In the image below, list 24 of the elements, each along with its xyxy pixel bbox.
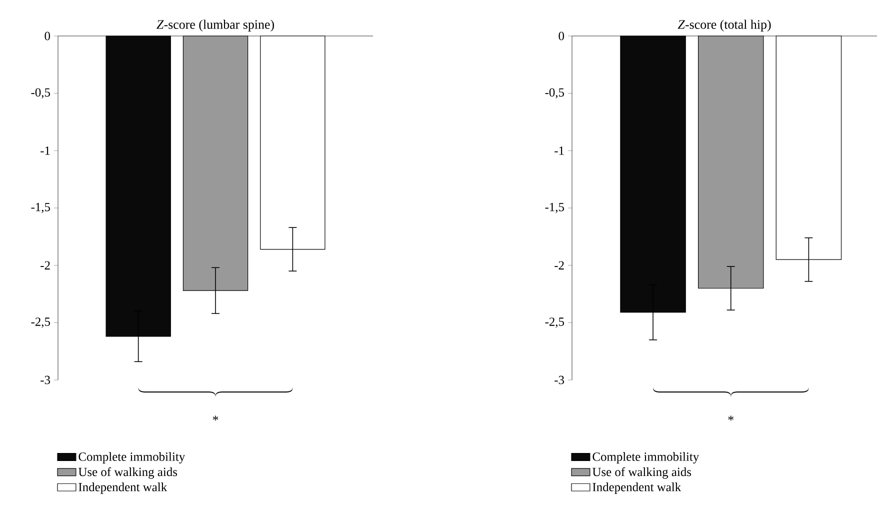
chart-title: Z-score (lumbar spine) (156, 20, 274, 32)
y-tick-label: -1 (40, 146, 50, 155)
legend-label: Independent walk (592, 482, 682, 494)
legend-label: Complete immobility (592, 452, 700, 464)
y-tick-label: -0,5 (545, 88, 564, 98)
y-tick-label: -3 (40, 376, 50, 384)
y-tick-label: -1 (554, 146, 564, 155)
legend-label: Complete immobility (78, 452, 186, 464)
chart-title: Z-score (total hip) (678, 20, 771, 32)
y-tick-label: -2,5 (31, 318, 50, 328)
legend-label: Use of walking aids (592, 467, 692, 479)
y-tick-label: -1,5 (545, 202, 564, 214)
text: * (728, 416, 734, 420)
y-tick-label: -2 (40, 261, 50, 270)
y-tick-label: 0 (558, 32, 564, 40)
y-tick-label: -3 (554, 376, 564, 384)
y-tick-label: 0 (44, 32, 50, 40)
y-tick-label: -2 (554, 261, 564, 270)
y-tick-label: -2,5 (545, 318, 564, 328)
text: * (212, 416, 218, 420)
y-tick-label: -1,5 (31, 202, 50, 214)
legend-label: Independent walk (78, 482, 168, 494)
legend-label: Use of walking aids (78, 467, 178, 479)
y-tick-label: -0,5 (31, 88, 50, 98)
